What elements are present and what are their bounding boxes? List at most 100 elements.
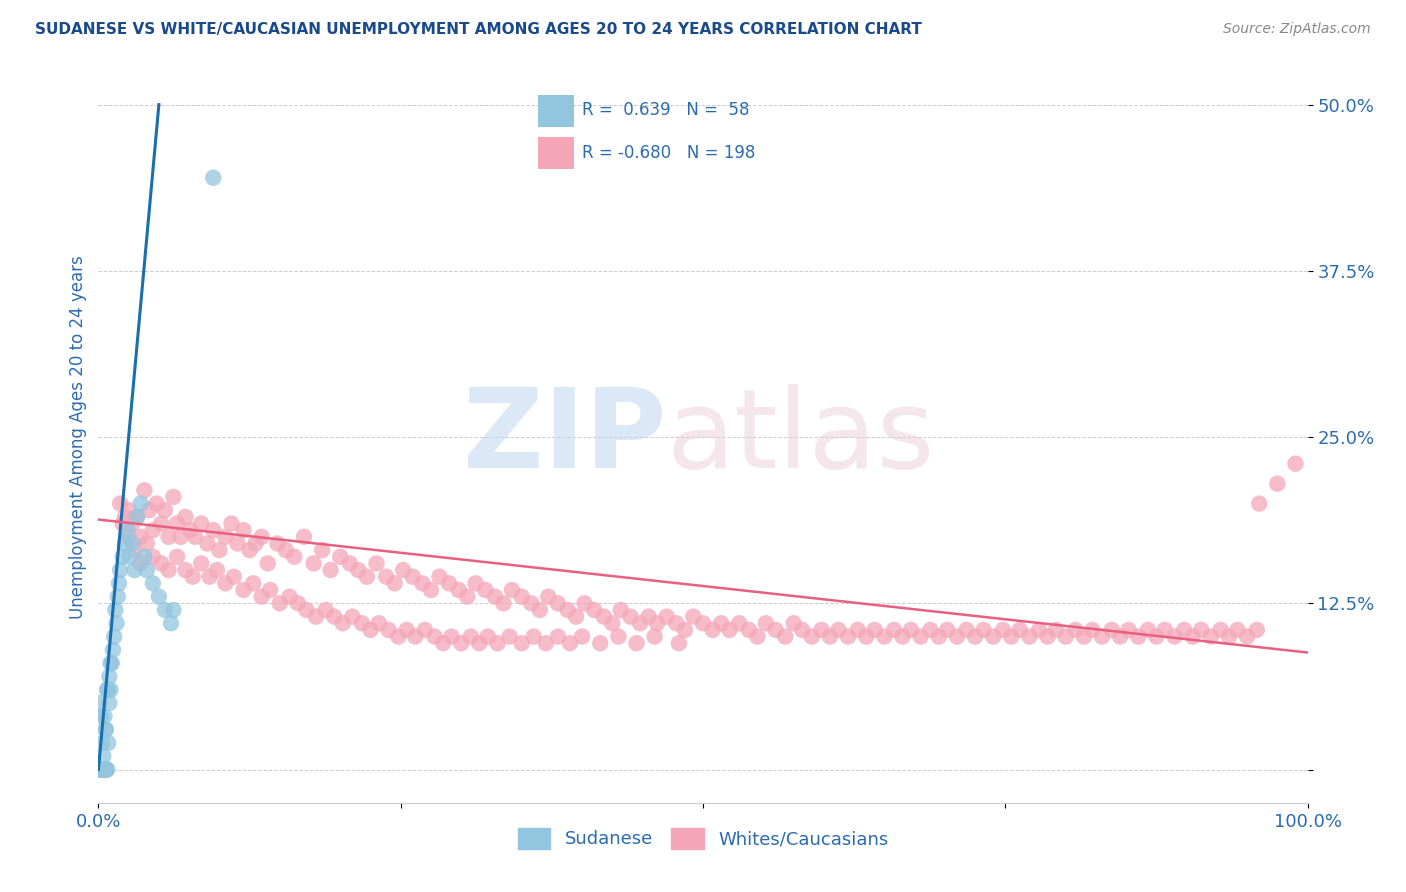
Point: [302, 557, 325, 571]
Point: [1054, 630, 1077, 644]
Point: [510, 636, 533, 650]
Point: [565, 609, 588, 624]
Point: [668, 636, 690, 650]
Point: [259, 582, 281, 597]
Point: [91, 736, 114, 750]
Point: [90, 763, 112, 777]
Point: [162, 490, 184, 504]
Point: [1267, 476, 1289, 491]
Point: [315, 603, 337, 617]
Point: [114, 536, 136, 550]
Point: [710, 616, 733, 631]
Text: R = -0.680   N = 198: R = -0.680 N = 198: [582, 145, 755, 162]
Point: [558, 636, 581, 650]
Point: [432, 636, 454, 650]
Point: [91, 763, 114, 777]
Point: [232, 523, 254, 537]
Text: Source: ZipAtlas.com: Source: ZipAtlas.com: [1223, 22, 1371, 37]
Point: [195, 536, 218, 550]
Point: [98, 696, 121, 710]
Point: [1218, 630, 1240, 644]
Point: [464, 576, 486, 591]
Point: [135, 536, 157, 550]
Point: [529, 603, 551, 617]
Point: [121, 516, 143, 531]
Point: [208, 543, 231, 558]
Point: [94, 723, 117, 737]
Point: [329, 549, 352, 564]
Point: [523, 630, 546, 644]
Point: [765, 623, 787, 637]
Point: [873, 630, 896, 644]
Point: [96, 763, 118, 777]
Point: [755, 616, 778, 631]
Point: [100, 656, 122, 670]
Point: [1028, 623, 1050, 637]
Point: [127, 509, 149, 524]
Point: [936, 623, 959, 637]
Point: [1008, 623, 1031, 637]
Point: [266, 536, 288, 550]
Point: [169, 530, 191, 544]
Point: [863, 623, 886, 637]
Point: [90, 763, 112, 777]
FancyBboxPatch shape: [538, 95, 574, 127]
Point: [96, 682, 118, 697]
Point: [93, 763, 115, 777]
Point: [592, 609, 614, 624]
Point: [278, 590, 301, 604]
Point: [166, 549, 188, 564]
Point: [107, 590, 129, 604]
Point: [93, 709, 115, 723]
Point: [342, 609, 364, 624]
Point: [1236, 630, 1258, 644]
Point: [447, 582, 470, 597]
Point: [411, 576, 433, 591]
Point: [129, 557, 152, 571]
Point: [98, 669, 121, 683]
Point: [250, 590, 273, 604]
Point: [440, 630, 463, 644]
Point: [129, 497, 152, 511]
Point: [1045, 623, 1067, 637]
Point: [557, 603, 579, 617]
Point: [153, 603, 176, 617]
Point: [181, 570, 204, 584]
Point: [184, 530, 207, 544]
Point: [292, 530, 315, 544]
Point: [356, 570, 378, 584]
Point: [111, 549, 134, 564]
Point: [1073, 630, 1095, 644]
Point: [274, 543, 297, 558]
Point: [1246, 623, 1268, 637]
Point: [626, 636, 648, 650]
Point: [773, 630, 796, 644]
Point: [1226, 623, 1249, 637]
Point: [226, 536, 249, 550]
Point: [114, 509, 136, 524]
Point: [665, 616, 688, 631]
Point: [287, 596, 309, 610]
Point: [142, 523, 165, 537]
Point: [981, 630, 1004, 644]
Point: [520, 596, 543, 610]
Point: [547, 596, 569, 610]
Point: [89, 763, 111, 777]
Point: [607, 630, 630, 644]
Point: [602, 616, 624, 631]
Point: [305, 609, 328, 624]
Point: [450, 636, 472, 650]
Point: [420, 582, 443, 597]
Point: [855, 630, 877, 644]
Point: [837, 630, 859, 644]
Point: [91, 749, 114, 764]
Point: [256, 557, 278, 571]
Point: [108, 576, 131, 591]
Point: [991, 623, 1014, 637]
Point: [782, 616, 804, 631]
Point: [91, 763, 114, 777]
Point: [946, 630, 969, 644]
Point: [1284, 457, 1306, 471]
Point: [920, 623, 942, 637]
Point: [142, 549, 165, 564]
